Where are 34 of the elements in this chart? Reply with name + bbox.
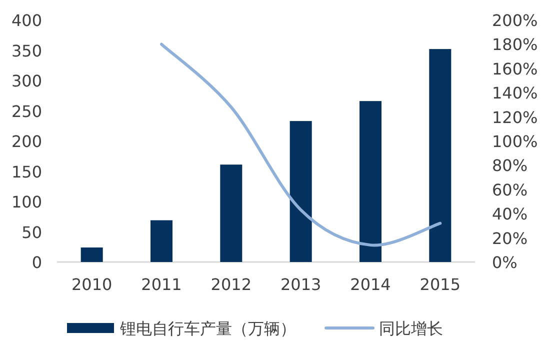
y-tick-label: 100 [11, 192, 42, 212]
x-tick-label: 2011 [141, 275, 182, 294]
bar [80, 247, 103, 262]
y2-tick-label: 80% [492, 156, 528, 176]
y2-tick-label: 120% [492, 108, 538, 127]
y2-tick-label: 100% [492, 132, 538, 151]
x-tick-label: 2010 [71, 275, 112, 294]
legend-label: 同比增长 [379, 319, 443, 338]
y2-tick-label: 0% [492, 253, 518, 272]
y-tick-label: 0 [32, 253, 42, 272]
y2-tick-label: 200% [492, 11, 538, 30]
y2-tick-label: 60% [492, 180, 528, 200]
legend-label: 锂电自行车产量（万辆） [119, 319, 296, 338]
x-tick-label: 2014 [350, 275, 391, 294]
y-tick-label: 200 [11, 132, 42, 151]
y-tick-label: 250 [11, 102, 42, 121]
y2-tick-label: 140% [492, 84, 538, 103]
bar [360, 101, 382, 262]
y-tick-label: 50 [22, 222, 42, 242]
y2-tick-label: 20% [492, 228, 528, 248]
y2-tick-label: 160% [492, 59, 538, 78]
y-tick-label: 400 [11, 11, 42, 30]
x-tick-label: 2012 [210, 275, 252, 294]
bar [150, 220, 172, 262]
y-tick-label: 300 [11, 72, 42, 90]
x-tick-label: 2013 [280, 275, 322, 294]
y-tick-label: 350 [11, 41, 42, 60]
y-tick-label: 150 [11, 162, 42, 182]
bar [290, 121, 312, 262]
bar [220, 164, 242, 262]
x-tick-label: 2015 [420, 275, 461, 294]
bar [429, 49, 452, 262]
y2-tick-label: 40% [492, 204, 528, 224]
y2-tick-label: 180% [492, 35, 538, 54]
